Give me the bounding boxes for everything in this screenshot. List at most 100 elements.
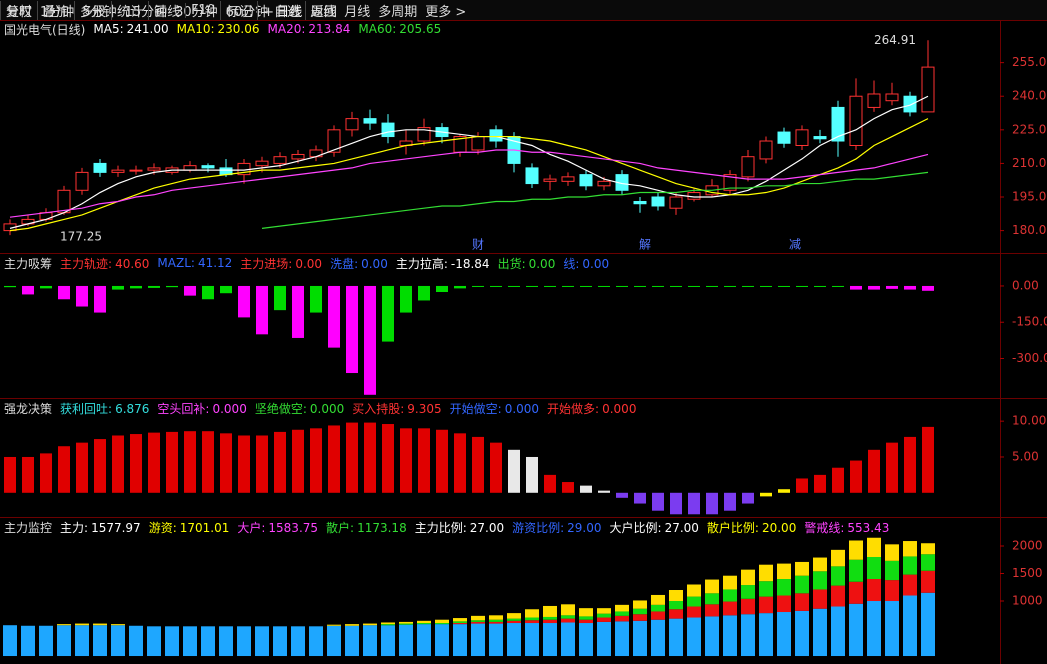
bar <box>868 449 880 493</box>
bar <box>850 285 862 290</box>
bar-segment <box>39 625 53 657</box>
bar <box>526 456 538 493</box>
legend-value: 0.000 <box>212 401 247 416</box>
bar <box>256 285 268 335</box>
bar-segment <box>723 589 737 602</box>
low-label: 177.25 <box>60 229 102 243</box>
bar <box>94 439 106 493</box>
tool-button[interactable]: 复权 <box>0 0 37 20</box>
candle-body <box>75 171 89 191</box>
tool-button[interactable]: 画线 <box>148 0 185 20</box>
candle-body <box>147 167 161 171</box>
tool-button[interactable]: +自选 <box>257 0 305 20</box>
bar-segment <box>831 585 845 607</box>
annotation: 解 <box>639 238 651 252</box>
bar-segment <box>453 618 467 622</box>
bar-segment <box>291 626 305 657</box>
bar <box>742 285 754 287</box>
period-tab[interactable]: 多周期 <box>378 4 418 20</box>
bar-segment <box>813 557 827 572</box>
bar-segment <box>723 615 737 657</box>
bar-segment <box>669 590 683 602</box>
bar <box>688 492 700 515</box>
bar-segment <box>795 610 809 657</box>
tool-button[interactable]: 统计 <box>111 0 148 20</box>
bar <box>238 285 250 318</box>
period-tab[interactable]: 月线 <box>344 4 371 20</box>
legend-label: MA5: <box>93 22 124 36</box>
candle-body <box>651 196 665 207</box>
bar <box>544 474 556 493</box>
bar-segment <box>345 625 359 657</box>
bar <box>220 433 232 493</box>
legend-value: 1173.18 <box>357 520 407 535</box>
period-tab[interactable]: 更多 > <box>425 4 467 20</box>
legend-value: 40.60 <box>115 256 150 271</box>
legend-label: MA10: <box>176 22 215 36</box>
bar <box>310 428 322 493</box>
candle-body <box>381 122 395 138</box>
bar <box>886 285 898 289</box>
bar-segment <box>849 559 863 582</box>
bar-segment <box>489 615 503 620</box>
candle-body <box>255 160 269 167</box>
period-tab[interactable]: 分时 <box>6 4 33 20</box>
bar <box>652 492 664 511</box>
legend-label: 买入持股: <box>352 401 405 416</box>
legend-value: 9.305 <box>407 401 442 416</box>
bar-segment <box>687 596 701 607</box>
candle-body <box>111 169 125 173</box>
legend-value: 1701.01 <box>179 520 230 535</box>
bar-segment <box>561 604 575 616</box>
candle-body <box>813 136 827 140</box>
legend-item: 游资: 1701.01 <box>149 519 230 536</box>
tool-button[interactable]: 叠加 <box>37 0 74 20</box>
tool-button[interactable]: F10 <box>185 2 220 18</box>
bar-segment <box>741 585 755 599</box>
legend-label: 主力轨迹: <box>60 256 113 271</box>
bar <box>94 285 106 313</box>
legend-item: 开始做多: 0.000 <box>547 400 636 417</box>
bar-segment <box>507 620 521 624</box>
legend-label: 坚绝做空: <box>254 401 307 416</box>
bar-segment <box>903 541 917 557</box>
tool-button[interactable]: 标记 <box>220 0 257 20</box>
bar <box>814 285 826 287</box>
bar-segment <box>921 554 935 571</box>
period-tab[interactable]: 周线 <box>310 4 337 20</box>
candle-body <box>831 106 845 142</box>
candle-body <box>867 93 881 108</box>
bar-segment <box>21 625 35 657</box>
candle-body <box>903 95 917 113</box>
bar-segment <box>453 624 467 657</box>
bar-segment <box>381 625 395 657</box>
bar <box>22 456 34 493</box>
bar-segment <box>759 596 773 614</box>
bar-segment <box>471 621 485 624</box>
toolbar-bg <box>0 0 1047 20</box>
tool-button[interactable]: 返回 <box>305 0 342 20</box>
bar <box>292 285 304 338</box>
bar-segment <box>327 625 341 657</box>
bar-segment <box>597 608 611 614</box>
bar-segment <box>867 537 881 557</box>
legend-item: 主力轨迹: 40.60 <box>60 255 149 272</box>
bar <box>202 285 214 300</box>
bar <box>130 434 142 493</box>
legend-item: 主力: 1577.97 <box>60 519 141 536</box>
legend-value: -18.84 <box>450 256 490 271</box>
bar <box>4 456 16 493</box>
bar-segment <box>111 625 125 657</box>
candle-body <box>795 129 809 147</box>
period-tab[interactable]: 1分钟 <box>40 4 75 20</box>
bar <box>418 285 430 301</box>
bar-segment <box>921 570 935 593</box>
candle-body <box>489 129 503 142</box>
period-tab[interactable]: 5分钟 <box>82 4 117 20</box>
candle-body <box>417 127 431 142</box>
tool-button[interactable]: 多股 <box>74 0 111 20</box>
y-tick-label: 225.0 <box>1012 122 1046 136</box>
period-tab[interactable]: 15分钟 <box>124 4 168 20</box>
period-tab[interactable]: 日线 <box>276 4 303 20</box>
bar-segment <box>471 620 485 622</box>
